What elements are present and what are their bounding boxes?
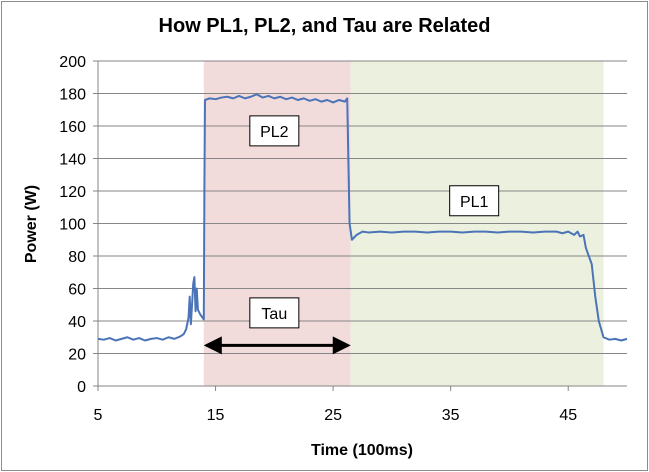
series-layer — [97, 93, 628, 342]
y-tick-label: 20 — [68, 347, 86, 364]
x-tick-label: 5 — [94, 407, 103, 424]
pl2-label-box — [249, 115, 300, 147]
chart-title: How PL1, PL2, and Tau are Related — [159, 15, 491, 37]
pl1-label-box — [449, 185, 500, 217]
y-tick-label: 120 — [59, 184, 86, 201]
x-tick-labels: 5 15 25 35 45 — [94, 407, 578, 424]
pl1-annotation: PL1 — [449, 185, 500, 217]
power-series-line — [97, 93, 628, 342]
y-tick-label: 100 — [59, 217, 86, 234]
y-axis-label: Power (W) — [23, 185, 40, 263]
y-tick-labels: 0 20 40 60 80 100 120 140 160 180 200 — [59, 54, 86, 396]
y-tick-label: 60 — [68, 282, 86, 299]
x-tick-label: 25 — [324, 407, 342, 424]
y-tick-label: 140 — [59, 152, 86, 169]
y-tick-label: 40 — [68, 314, 86, 331]
grid-layer — [93, 60, 627, 391]
y-tick-label: 80 — [68, 249, 86, 266]
x-tick-label: 35 — [442, 407, 460, 424]
y-tick-label: 180 — [59, 87, 86, 104]
y-tick-label: 200 — [59, 54, 86, 71]
x-axis-label: Time (100ms) — [311, 442, 413, 459]
pl1-label-text: PL1 — [460, 194, 489, 211]
tau-label-box — [249, 297, 300, 329]
pl2-label-text: PL2 — [260, 124, 289, 141]
y-tick-label: 160 — [59, 119, 86, 136]
annotation-layer: PL2 PL1 Tau — [203, 115, 500, 355]
tau-annotation: Tau — [203, 297, 351, 355]
x-tick-label: 15 — [207, 407, 225, 424]
x-tick-label: 45 — [559, 407, 577, 424]
y-tick-label: 0 — [77, 379, 86, 396]
tau-label-text: Tau — [261, 306, 287, 323]
pl2-annotation: PL2 — [249, 115, 300, 147]
